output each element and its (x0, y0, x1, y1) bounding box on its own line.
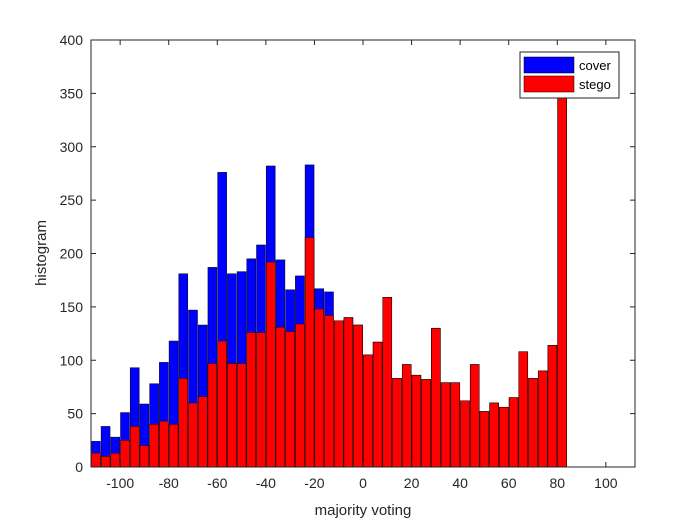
x-tick-label: -100 (106, 475, 134, 491)
stego-bar (139, 445, 150, 468)
stego-bar (479, 411, 490, 468)
x-tick-label: -80 (159, 475, 179, 491)
stego-bar (129, 426, 140, 468)
stego-bar (392, 378, 402, 468)
stego-bar (421, 379, 431, 468)
x-tick-label: 100 (594, 475, 618, 491)
stego-bar (489, 402, 499, 468)
x-tick-label: -60 (207, 475, 227, 491)
y-tick-label: 400 (60, 32, 84, 48)
stego-bar (217, 340, 227, 468)
stego-bar (178, 378, 189, 468)
stego-bar (207, 363, 218, 468)
stego-bar (246, 332, 257, 468)
axes-layer: -100 -80 -60 -40 -20 0 20 40 60 80 100 0 50 100 150 200… (60, 32, 636, 491)
stego-bar (363, 354, 373, 468)
x-tick-label: 20 (404, 475, 420, 491)
y-tick-label: 200 (60, 246, 84, 262)
stego-bar (343, 317, 354, 468)
stego-bar (159, 420, 169, 468)
stego-bar (372, 341, 383, 468)
y-tick-label: 300 (60, 139, 84, 155)
y-tick-label: 50 (67, 406, 83, 422)
stego-bar (256, 332, 266, 468)
stego-bar (188, 402, 198, 468)
stego-bar (460, 400, 470, 468)
stego-bar (537, 370, 548, 468)
x-tick-label: 0 (359, 475, 367, 491)
stego-bar (197, 396, 208, 468)
stego-bar (411, 374, 422, 468)
stego-bar (508, 397, 519, 468)
stego-bar (236, 363, 247, 468)
stego-bar (518, 351, 529, 468)
stego-bar (295, 323, 305, 468)
x-tick-label: 60 (501, 475, 517, 491)
stego-bar (120, 440, 130, 468)
x-tick-label: 80 (549, 475, 565, 491)
legend-swatch-cover (523, 56, 575, 74)
legend-label-stego: stego (579, 77, 611, 92)
legend-label-cover: cover (579, 58, 611, 73)
stego-bar (333, 320, 344, 468)
stego-bar (450, 382, 461, 468)
stego-bar (469, 364, 480, 468)
stego-bar (265, 261, 276, 468)
legend-swatch-stego (523, 75, 575, 93)
y-tick-label: 250 (60, 192, 84, 208)
stego-bar (227, 363, 237, 468)
x-tick-label: 40 (452, 475, 468, 491)
stego-bar (440, 382, 451, 468)
stego-bar (304, 237, 315, 468)
x-tick-label: -20 (304, 475, 324, 491)
stego-bar (110, 452, 121, 468)
stego-bar (547, 345, 558, 468)
y-tick-label: 150 (60, 299, 84, 315)
x-axis-label: majority voting (315, 502, 412, 519)
stego-bar (401, 364, 412, 468)
stego-bar (528, 378, 538, 468)
stego-bar (285, 331, 295, 468)
y-tick-label: 350 (60, 85, 84, 101)
stego-bar (557, 76, 567, 468)
y-tick-label: 0 (75, 459, 83, 475)
stego-bar (431, 327, 441, 468)
stego-bar (382, 297, 393, 468)
y-axis-label: histogram (33, 220, 50, 286)
y-tick-label: 100 (60, 352, 84, 368)
stego-bar (499, 406, 509, 468)
stego-bar (91, 452, 101, 468)
stego-bar (100, 456, 111, 468)
stego-bar (314, 308, 325, 468)
x-tick-label: -40 (256, 475, 276, 491)
stego-bar (168, 424, 179, 468)
legend: cover stego (519, 51, 620, 99)
stego-bar (275, 326, 286, 468)
stego-bar (149, 424, 159, 468)
stego-bar (353, 324, 363, 468)
stego-bar (324, 315, 334, 468)
